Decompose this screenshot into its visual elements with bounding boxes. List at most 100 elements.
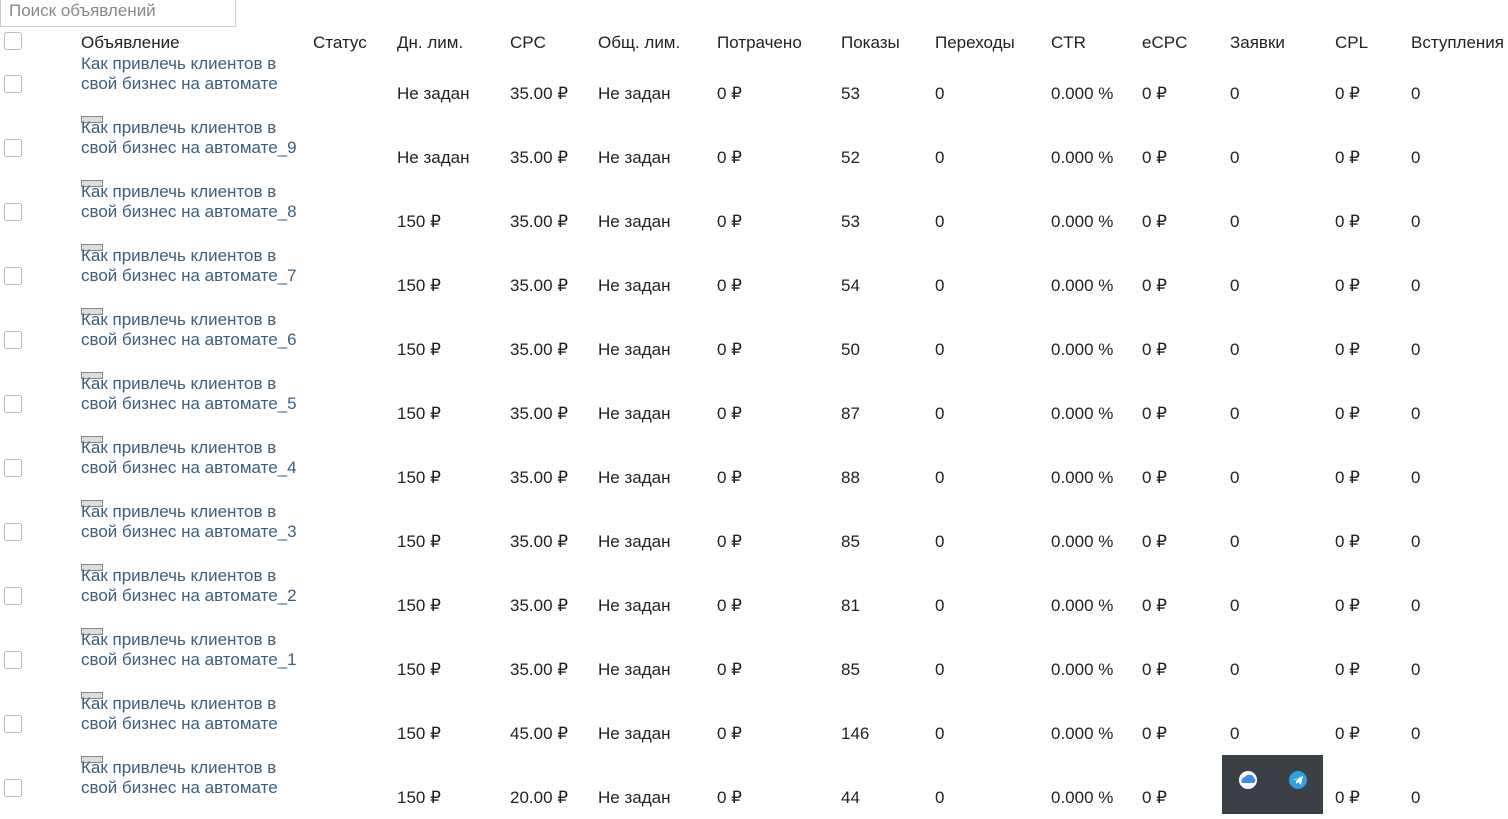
select-all-checkbox[interactable] xyxy=(4,32,22,50)
row-checkbox[interactable] xyxy=(4,715,22,733)
row-action-button[interactable] xyxy=(81,500,103,507)
table-cell: 35.00 ₽ xyxy=(510,468,569,487)
row-checkbox[interactable] xyxy=(4,203,22,221)
ad-name-link[interactable]: Как привлечь клиентов в свой бизнес на а… xyxy=(81,182,297,221)
column-header[interactable]: Переходы xyxy=(935,33,1015,52)
row-checkbox[interactable] xyxy=(4,459,22,477)
ad-name-link[interactable]: Как привлечь клиентов в свой бизнес на а… xyxy=(81,118,297,157)
ad-name-link[interactable]: Как привлечь клиентов в свой бизнес на а… xyxy=(81,630,297,669)
table-cell: 0.000 % xyxy=(1051,340,1114,359)
table-cell: 0.000 % xyxy=(1051,212,1114,231)
ad-name-link[interactable]: Как привлечь клиентов в свой бизнес на а… xyxy=(81,502,297,541)
column-header[interactable]: CPL xyxy=(1335,33,1369,52)
table-cell: 0 xyxy=(1411,660,1421,679)
table-cell: 0 ₽ xyxy=(717,404,742,423)
row-checkbox[interactable] xyxy=(4,651,22,669)
table-cell: 150 ₽ xyxy=(397,788,441,807)
table-cell: 0 xyxy=(935,340,945,359)
row-checkbox[interactable] xyxy=(4,395,22,413)
column-header[interactable]: Вступления xyxy=(1411,33,1504,52)
ad-name-link[interactable]: Как привлечь клиентов в свой бизнес на а… xyxy=(81,758,278,797)
table-cell: 0 xyxy=(1411,148,1421,167)
row-action-button[interactable] xyxy=(81,244,103,251)
table-cell: 0.000 % xyxy=(1051,468,1114,487)
column-header[interactable]: Потрачено xyxy=(717,33,802,52)
ad-name-link[interactable]: Как привлечь клиентов в свой бизнес на а… xyxy=(81,438,297,477)
column-header[interactable]: Дн. лим. xyxy=(397,33,464,52)
row-action-button[interactable] xyxy=(81,308,103,315)
table-cell: 0 ₽ xyxy=(1142,788,1167,807)
table-cell: 0 ₽ xyxy=(1142,212,1167,231)
column-header[interactable]: CTR xyxy=(1051,33,1086,52)
table-cell: 0 xyxy=(1411,724,1421,743)
row-action-button[interactable] xyxy=(81,564,103,571)
column-header[interactable]: Общ. лим. xyxy=(598,33,681,52)
row-checkbox[interactable] xyxy=(4,779,22,797)
table-cell: Не задан xyxy=(598,468,671,487)
row-checkbox[interactable] xyxy=(4,139,22,157)
table-cell: 35.00 ₽ xyxy=(510,660,569,679)
table-cell: 0 ₽ xyxy=(1142,148,1167,167)
column-header[interactable]: CPC xyxy=(510,33,546,52)
table-cell: 0 xyxy=(1411,532,1421,551)
table-cell: 0.000 % xyxy=(1051,404,1114,423)
row-checkbox[interactable] xyxy=(4,523,22,541)
table-cell: 0 xyxy=(1230,468,1240,487)
table-cell: 0 xyxy=(1230,84,1240,103)
table-cell: 0 ₽ xyxy=(717,148,742,167)
table-cell: 0 xyxy=(935,724,945,743)
table-cell: 150 ₽ xyxy=(397,212,441,231)
table-cell: 0 xyxy=(935,212,945,231)
table-cell: 54 xyxy=(841,276,860,295)
table-cell: 0 ₽ xyxy=(1335,276,1360,295)
table-cell: 0 ₽ xyxy=(717,788,742,807)
ad-name-link[interactable]: Как привлечь клиентов в свой бизнес на а… xyxy=(81,694,278,733)
column-header[interactable]: Статус xyxy=(313,33,367,52)
table-cell: 0 xyxy=(935,404,945,423)
table-cell: 35.00 ₽ xyxy=(510,340,569,359)
table-cell: 146 xyxy=(841,724,870,743)
table-cell: 0.000 % xyxy=(1051,148,1114,167)
row-checkbox[interactable] xyxy=(4,587,22,605)
row-action-button[interactable] xyxy=(81,436,103,443)
table-cell: 0 ₽ xyxy=(717,660,742,679)
row-action-button[interactable] xyxy=(81,116,103,123)
column-header[interactable]: Объявление xyxy=(81,33,180,52)
search-input[interactable]: Поиск объявлений xyxy=(0,0,236,27)
column-header[interactable]: Показы xyxy=(841,33,900,52)
row-action-button[interactable] xyxy=(81,372,103,379)
table-cell: 0 xyxy=(1411,84,1421,103)
table-cell: 35.00 ₽ xyxy=(510,276,569,295)
ad-name-link[interactable]: Как привлечь клиентов в свой бизнес на а… xyxy=(81,54,278,93)
table-cell: 150 ₽ xyxy=(397,340,441,359)
table-cell: 0.000 % xyxy=(1051,276,1114,295)
table-cell: Не задан xyxy=(598,148,671,167)
column-header[interactable]: Заявки xyxy=(1230,33,1285,52)
table-cell: Не задан xyxy=(598,276,671,295)
table-cell: 85 xyxy=(841,660,860,679)
row-checkbox[interactable] xyxy=(4,75,22,93)
table-cell: 0 xyxy=(935,276,945,295)
table-cell: 0.000 % xyxy=(1051,724,1114,743)
table-cell: 150 ₽ xyxy=(397,532,441,551)
table-cell: 35.00 ₽ xyxy=(510,532,569,551)
table-cell: Не задан xyxy=(598,84,671,103)
row-action-button[interactable] xyxy=(81,692,103,699)
row-action-button[interactable] xyxy=(81,180,103,187)
ad-name-link[interactable]: Как привлечь клиентов в свой бизнес на а… xyxy=(81,246,297,285)
ad-name-link[interactable]: Как привлечь клиентов в свой бизнес на а… xyxy=(81,566,297,605)
ad-name-link[interactable]: Как привлечь клиентов в свой бизнес на а… xyxy=(81,374,297,413)
row-action-button[interactable] xyxy=(81,628,103,635)
table-cell: 0 xyxy=(1411,404,1421,423)
row-checkbox[interactable] xyxy=(4,331,22,349)
table-cell: 150 ₽ xyxy=(397,468,441,487)
row-action-button[interactable] xyxy=(81,756,103,763)
table-cell: Не задан xyxy=(598,212,671,231)
table-cell: 52 xyxy=(841,148,860,167)
table-cell: 0 ₽ xyxy=(1335,724,1360,743)
table-cell: 0 xyxy=(935,84,945,103)
column-header[interactable]: eCPC xyxy=(1142,33,1188,52)
ad-name-link[interactable]: Как привлечь клиентов в свой бизнес на а… xyxy=(81,310,297,349)
row-checkbox[interactable] xyxy=(4,267,22,285)
